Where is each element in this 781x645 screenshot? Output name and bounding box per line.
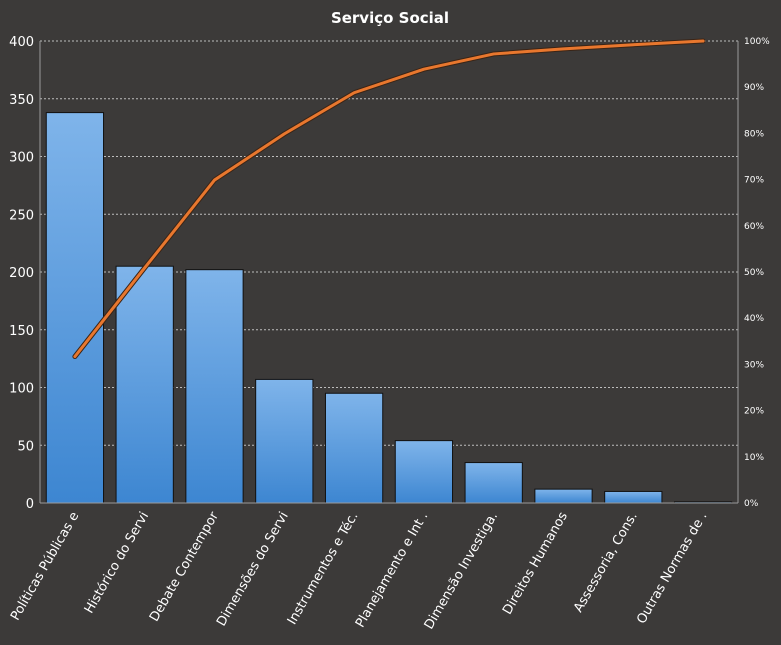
y2-tick-label: 50% <box>744 268 764 278</box>
x-tick-label: Assessoria, Cons. <box>571 510 641 616</box>
x-axis: Políticas Públicas e Histórico do ServiDe… <box>8 502 738 633</box>
y2-tick-label: 40% <box>744 314 764 324</box>
bar <box>255 378 314 504</box>
y-tick-label: 250 <box>9 208 34 223</box>
bar <box>324 392 384 504</box>
y2-tick-label: 20% <box>744 407 764 417</box>
cumulative-percent-line <box>73 39 705 359</box>
y2-tick-label: 0% <box>744 499 759 509</box>
bar <box>45 112 105 504</box>
y2-tick-label: 90% <box>744 83 764 93</box>
x-tick-label: Direitos Humanos <box>500 509 571 617</box>
y2-tick-label: 80% <box>744 129 764 139</box>
y-tick-label: 400 <box>9 35 34 50</box>
y-tick-label: 0 <box>26 497 34 512</box>
x-tick-label: Instrumentos e Téc. <box>285 510 362 628</box>
bar-layer <box>45 112 733 504</box>
y2-tick-label: 60% <box>744 222 764 232</box>
bar <box>394 440 454 504</box>
y-tick-label: 300 <box>9 151 34 166</box>
y-tick-label: 150 <box>9 324 34 339</box>
chart-title: Serviço Social <box>331 9 449 27</box>
line-layer <box>72 38 706 360</box>
x-tick-label: Debate Contempor <box>147 509 222 624</box>
bar <box>185 269 244 504</box>
right-y-axis: 0% 10% 20% 30% 40% 50% 60% 70% 80% 90% 100% <box>737 37 770 509</box>
bar <box>464 462 523 504</box>
y-tick-label: 200 <box>9 266 34 281</box>
x-tick-label: Políticas Públicas e <box>8 509 82 623</box>
bar <box>534 488 593 504</box>
y-tick-label: 350 <box>9 93 34 108</box>
y2-tick-label: 70% <box>744 176 764 186</box>
x-tick-label: Planejamento e Int . <box>353 510 431 631</box>
x-tick-label: Dimensão Investiga. <box>422 510 501 633</box>
x-tick-label: Histórico do Servi <box>82 510 152 617</box>
y-tick-label: 50 <box>17 439 34 454</box>
x-tick-label: Dimensões do Servi <box>214 510 292 630</box>
y2-tick-label: 30% <box>744 360 764 370</box>
x-tick-label: Outras Normas de . <box>634 510 710 627</box>
bar <box>115 265 174 504</box>
y-tick-label: 100 <box>9 382 34 397</box>
y2-tick-label: 10% <box>744 453 764 463</box>
bar <box>604 490 663 504</box>
left-y-axis: 0 50 100 150 200 250 300 350 400 <box>9 35 41 512</box>
y2-tick-label: 100% <box>744 37 770 47</box>
